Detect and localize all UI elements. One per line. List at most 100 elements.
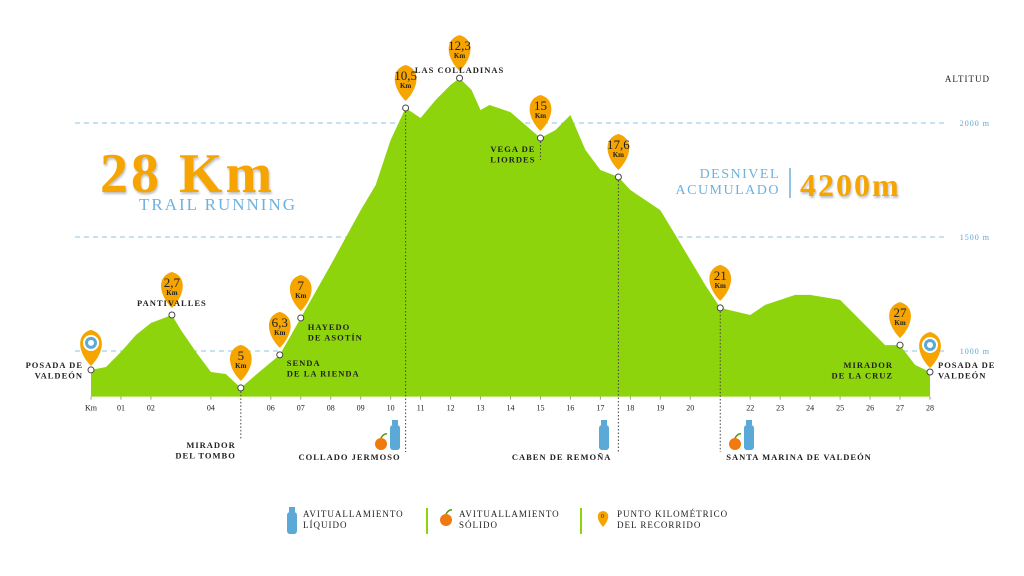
legend-label: PUNTO KILOMÉTRICO — [617, 509, 728, 519]
x-tick-label: 15 — [536, 404, 544, 413]
waypoint-name: COLLADO JERMOSO — [298, 452, 400, 462]
x-tick-label: 20 — [686, 404, 694, 413]
legend-label: AVITUALLAMIENTO — [459, 509, 560, 519]
pin-label: 5 — [238, 348, 245, 363]
x-tick-label: 10 — [387, 404, 395, 413]
x-tick-label: 22 — [746, 404, 754, 413]
bottle-icon — [744, 425, 754, 450]
x-tick-label: 19 — [656, 404, 664, 413]
aid-icons — [375, 420, 754, 450]
pin-label: 12,3 — [448, 38, 471, 53]
legend-label: DEL RECORRIDO — [617, 520, 701, 530]
pin-label: 10,5 — [394, 68, 417, 83]
bottle-cap — [392, 420, 398, 425]
waypoint-name: DE LA RIENDA — [287, 369, 360, 379]
km-pin — [529, 95, 552, 132]
x-tick-label: 17 — [596, 404, 604, 413]
waypoint-name: DEL TOMBO — [175, 451, 235, 461]
x-tick-label: 28 — [926, 404, 934, 413]
waypoint — [237, 384, 245, 392]
x-tick-label: 14 — [507, 404, 515, 413]
pin-unit: Km — [894, 319, 905, 327]
pin-unit: Km — [400, 82, 411, 90]
legend-label: AVITUALLAMIENTO — [303, 509, 404, 519]
waypoint — [536, 134, 544, 142]
pin-icon — [597, 511, 609, 527]
pin-label: 21 — [714, 268, 727, 283]
waypoint — [168, 311, 176, 319]
km-pin — [448, 35, 471, 72]
km-pin — [607, 134, 630, 171]
waypoint-name: MIRADOR — [844, 360, 894, 370]
km-pin — [161, 271, 183, 308]
km-pin — [289, 274, 312, 311]
legend-label: SÓLIDO — [459, 520, 498, 530]
legend: AVITUALLAMIENTO LÍQUIDO AVITUALLAMIENTO … — [287, 507, 728, 534]
start-icon — [927, 341, 933, 348]
waypoint-name: HAYEDO — [308, 322, 351, 332]
waypoint-name: POSADA DE — [26, 360, 83, 370]
km-pin — [268, 311, 291, 348]
x-tick-label: 01 — [117, 404, 125, 413]
gain-value: 4200m — [800, 167, 901, 203]
x-tick-label: Km — [85, 404, 98, 413]
leaf — [380, 433, 388, 439]
waypoint-name: VALDEÓN — [938, 371, 986, 381]
waypoint-name: SANTA MARINA DE VALDEÓN — [726, 452, 872, 462]
waypoint-name: VALDEÓN — [35, 371, 83, 381]
waypoint-name: VEGA DE — [490, 144, 535, 154]
waypoint-name: CABEN DE REMOÑA — [512, 452, 612, 462]
leaf — [445, 509, 453, 515]
waypoint — [297, 314, 305, 322]
pin-unit: Km — [454, 52, 465, 60]
apple-icon — [729, 438, 741, 450]
pin-unit: Km — [166, 289, 177, 297]
x-tick-label: 08 — [327, 404, 335, 413]
x-tick-label: 06 — [267, 404, 275, 413]
background — [75, 78, 945, 397]
waypoint-name: SENDA — [287, 358, 321, 368]
pin-label: 15 — [534, 98, 547, 113]
leaf — [734, 433, 742, 439]
legend-pin-label: 0 — [601, 514, 605, 520]
pin-unit: Km — [274, 329, 285, 337]
waypoint — [87, 366, 95, 374]
waypoint — [926, 368, 934, 376]
pin-label: 6,3 — [272, 315, 288, 330]
pin-unit: Km — [295, 292, 306, 300]
y-tick-label: 1500 m — [960, 233, 990, 242]
x-tick-label: 26 — [866, 404, 874, 413]
pin-unit: Km — [715, 282, 726, 290]
pin-unit: Km — [613, 151, 624, 159]
subtitle: TRAIL RUNNING — [139, 195, 297, 214]
bottle-icon — [390, 425, 400, 450]
legend-label: LÍQUIDO — [303, 520, 348, 530]
km-pin — [394, 64, 417, 101]
pin-label: 27 — [894, 305, 908, 320]
x-tick-label: 27 — [896, 404, 904, 413]
waypoint — [896, 341, 904, 349]
waypoint-name: LAS COLLADINAS — [415, 65, 504, 75]
x-tick-label: 12 — [447, 404, 455, 413]
chart-title: 28 Km — [100, 143, 275, 205]
bottle-cap — [601, 420, 607, 425]
x-tick-label: 25 — [836, 404, 844, 413]
x-tick-label: 13 — [477, 404, 485, 413]
start-icon — [88, 339, 94, 346]
bottle-icon — [599, 425, 609, 450]
apple-icon — [440, 514, 452, 526]
waypoint-name: DE ASOTÍN — [308, 333, 363, 343]
waypoint-name: LIORDES — [490, 155, 535, 165]
km-pin — [709, 264, 732, 301]
pin-label: 2,7 — [164, 275, 181, 290]
x-tick-label: 18 — [626, 404, 634, 413]
x-tick-label: 11 — [417, 404, 425, 413]
bottle-cap — [746, 420, 752, 425]
waypoint-name: DE LA CRUZ — [832, 371, 893, 381]
km-pin — [229, 344, 252, 381]
pin-unit: Km — [235, 362, 246, 370]
bottle-icon — [287, 512, 297, 534]
y-tick-label: 1000 m — [960, 347, 990, 356]
x-tick-label: 07 — [297, 404, 305, 413]
pin-label: 7 — [298, 278, 305, 293]
